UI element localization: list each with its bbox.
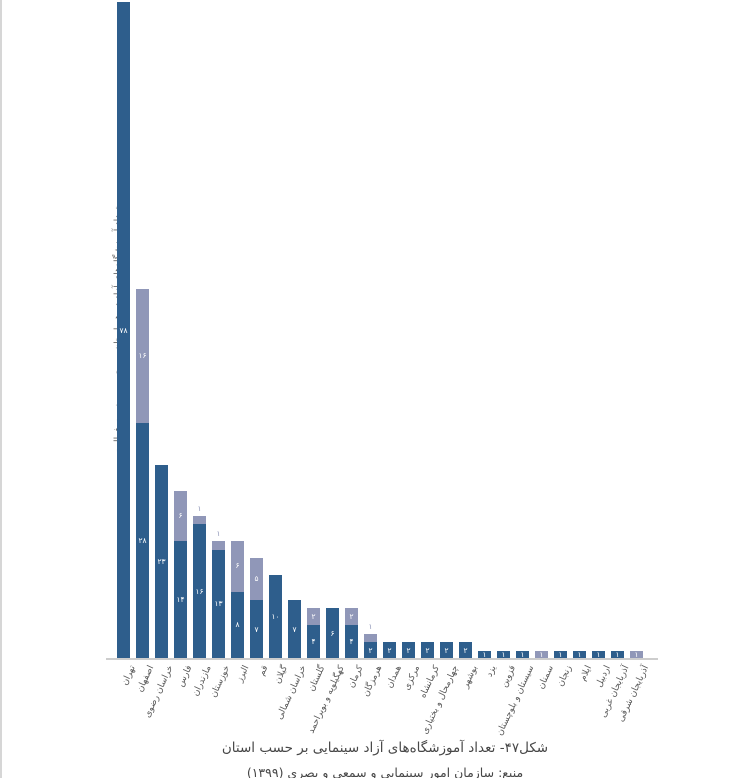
bar-value-label: ۱ — [216, 529, 221, 539]
bar-segment-dark — [554, 650, 567, 659]
x-axis-label: فارس — [176, 664, 195, 689]
bar-segment-dark — [231, 591, 244, 659]
bar-value-label: ۸ — [235, 620, 240, 630]
bar-segment-light — [250, 557, 263, 601]
x-axis-label: اردبیل — [593, 664, 613, 689]
bar-segment-dark — [573, 650, 586, 659]
bar-value-label: ۶ — [330, 628, 335, 638]
x-axis-line — [106, 658, 658, 660]
bar-value-label: ۲۳ — [157, 557, 166, 567]
bar-value-label: ۱ — [577, 649, 582, 659]
bar-value-label: ۱۶ — [138, 350, 147, 360]
bar-segment-dark — [383, 642, 396, 659]
x-axis-label: البرز — [235, 664, 252, 684]
bar-value-label: ۵ — [254, 574, 259, 583]
bar-value-label: ۴ — [349, 637, 354, 647]
bar-value-label: ۲ — [444, 645, 449, 655]
bar-segment-light — [364, 633, 377, 643]
bar-segment-light — [345, 608, 358, 626]
bar-value-label: ۲ — [349, 611, 354, 621]
bar-segment-dark — [459, 642, 472, 659]
x-axis-label: قم — [257, 664, 271, 678]
bar-value-label: ۱۳ — [214, 599, 223, 609]
bar-segment-dark — [592, 650, 605, 659]
bar-value-label: ۱ — [558, 649, 563, 659]
figure-source: منبع: سازمان امور سینمایی و سمعی و بصری … — [246, 765, 524, 778]
x-axis-label: زنجان — [556, 664, 575, 689]
bar-segment-dark — [193, 524, 206, 659]
bar-value-label: ۴ — [311, 637, 316, 647]
bar-segment-dark — [516, 650, 529, 659]
figure-caption: شکل۴۷- تعداد آموزشگاه‌های آزاد سینمایی ب… — [221, 740, 549, 756]
x-axis-label: کرمان — [346, 664, 366, 690]
bar-segment-dark — [269, 574, 282, 659]
bar-value-label: ۱۶ — [195, 586, 204, 596]
x-axis-label: همدان — [384, 664, 404, 690]
x-axis-label: سیستان و بلوچستان — [495, 664, 537, 738]
x-axis-label: بوشهر — [460, 664, 480, 690]
bar-segment-dark — [212, 549, 225, 659]
x-axis-label: ایلام — [577, 664, 594, 683]
bar-value-label: ۱ — [634, 649, 639, 659]
x-axis-label: گلستان — [306, 664, 328, 694]
bar-segment-dark — [155, 465, 168, 659]
bar-value-label: ۱۴ — [176, 595, 185, 605]
bar-segment-dark — [421, 642, 434, 659]
bar-value-label: ۱ — [539, 649, 544, 659]
bar-segment-dark — [478, 650, 491, 659]
bar-segment-dark — [307, 625, 320, 659]
bar-value-label: ۱۰ — [271, 611, 280, 621]
bar-value-label: ۱ — [615, 649, 620, 659]
bar-value-label: ۶ — [235, 561, 240, 571]
x-axis-label: مرکزی — [402, 664, 423, 692]
bar-value-label: ۱ — [482, 649, 487, 659]
bar-value-label: ۷ — [292, 624, 297, 634]
bar-segment-dark — [497, 650, 510, 659]
bar-value-label: ۶ — [178, 510, 183, 520]
bar-value-label: ۲۸ — [138, 536, 147, 546]
bar-segment-dark — [326, 608, 339, 659]
bar-value-label: ۲ — [387, 645, 392, 655]
bar-segment-dark — [136, 423, 149, 659]
bar-segment-light — [212, 541, 225, 550]
bar-segment-dark — [440, 642, 453, 659]
bar-segment-dark — [117, 2, 130, 659]
bar-value-label: ۱ — [596, 649, 601, 659]
bar-value-label: ۲ — [463, 645, 468, 655]
x-axis-label: قزوین — [498, 664, 518, 690]
bar-segment-light — [535, 650, 548, 659]
bar-segment-light — [193, 515, 206, 525]
bar-value-label: ۲ — [368, 645, 373, 655]
bar-segment-dark — [611, 650, 624, 659]
bar-segment-light — [136, 288, 149, 424]
bar-value-label: ۲ — [406, 645, 411, 655]
bar-segment-dark — [174, 541, 187, 659]
x-axis-label: گیلان — [272, 664, 290, 686]
bar-segment-light — [307, 608, 320, 626]
bar-segment-light — [174, 490, 187, 542]
page-edge-line — [0, 0, 2, 778]
bar-segment-dark — [345, 625, 358, 659]
bar-value-label: ۲ — [425, 645, 430, 655]
bar-value-label: ۲ — [311, 611, 316, 621]
x-axis-label: یزد — [484, 664, 499, 679]
bar-segment-light — [231, 541, 244, 592]
bar-segment-light — [630, 650, 643, 659]
bar-value-label: ۷ — [254, 624, 259, 634]
bar-value-label: ۷۸ — [119, 325, 128, 335]
bar-segment-dark — [402, 642, 415, 659]
bar-value-label: ۱ — [368, 621, 373, 631]
bar-segment-dark — [288, 600, 301, 659]
bar-value-label: ۱ — [197, 503, 202, 513]
bar-value-label: ۱ — [501, 649, 506, 659]
bar-value-label: ۱ — [520, 649, 525, 659]
bar-segment-dark — [250, 600, 263, 659]
x-axis-label: چهارمحال و بختیاری — [419, 664, 461, 736]
x-axis-label: تهران — [119, 664, 138, 688]
x-axis-label: سمنان — [536, 664, 556, 691]
bar-segment-dark — [364, 642, 377, 659]
